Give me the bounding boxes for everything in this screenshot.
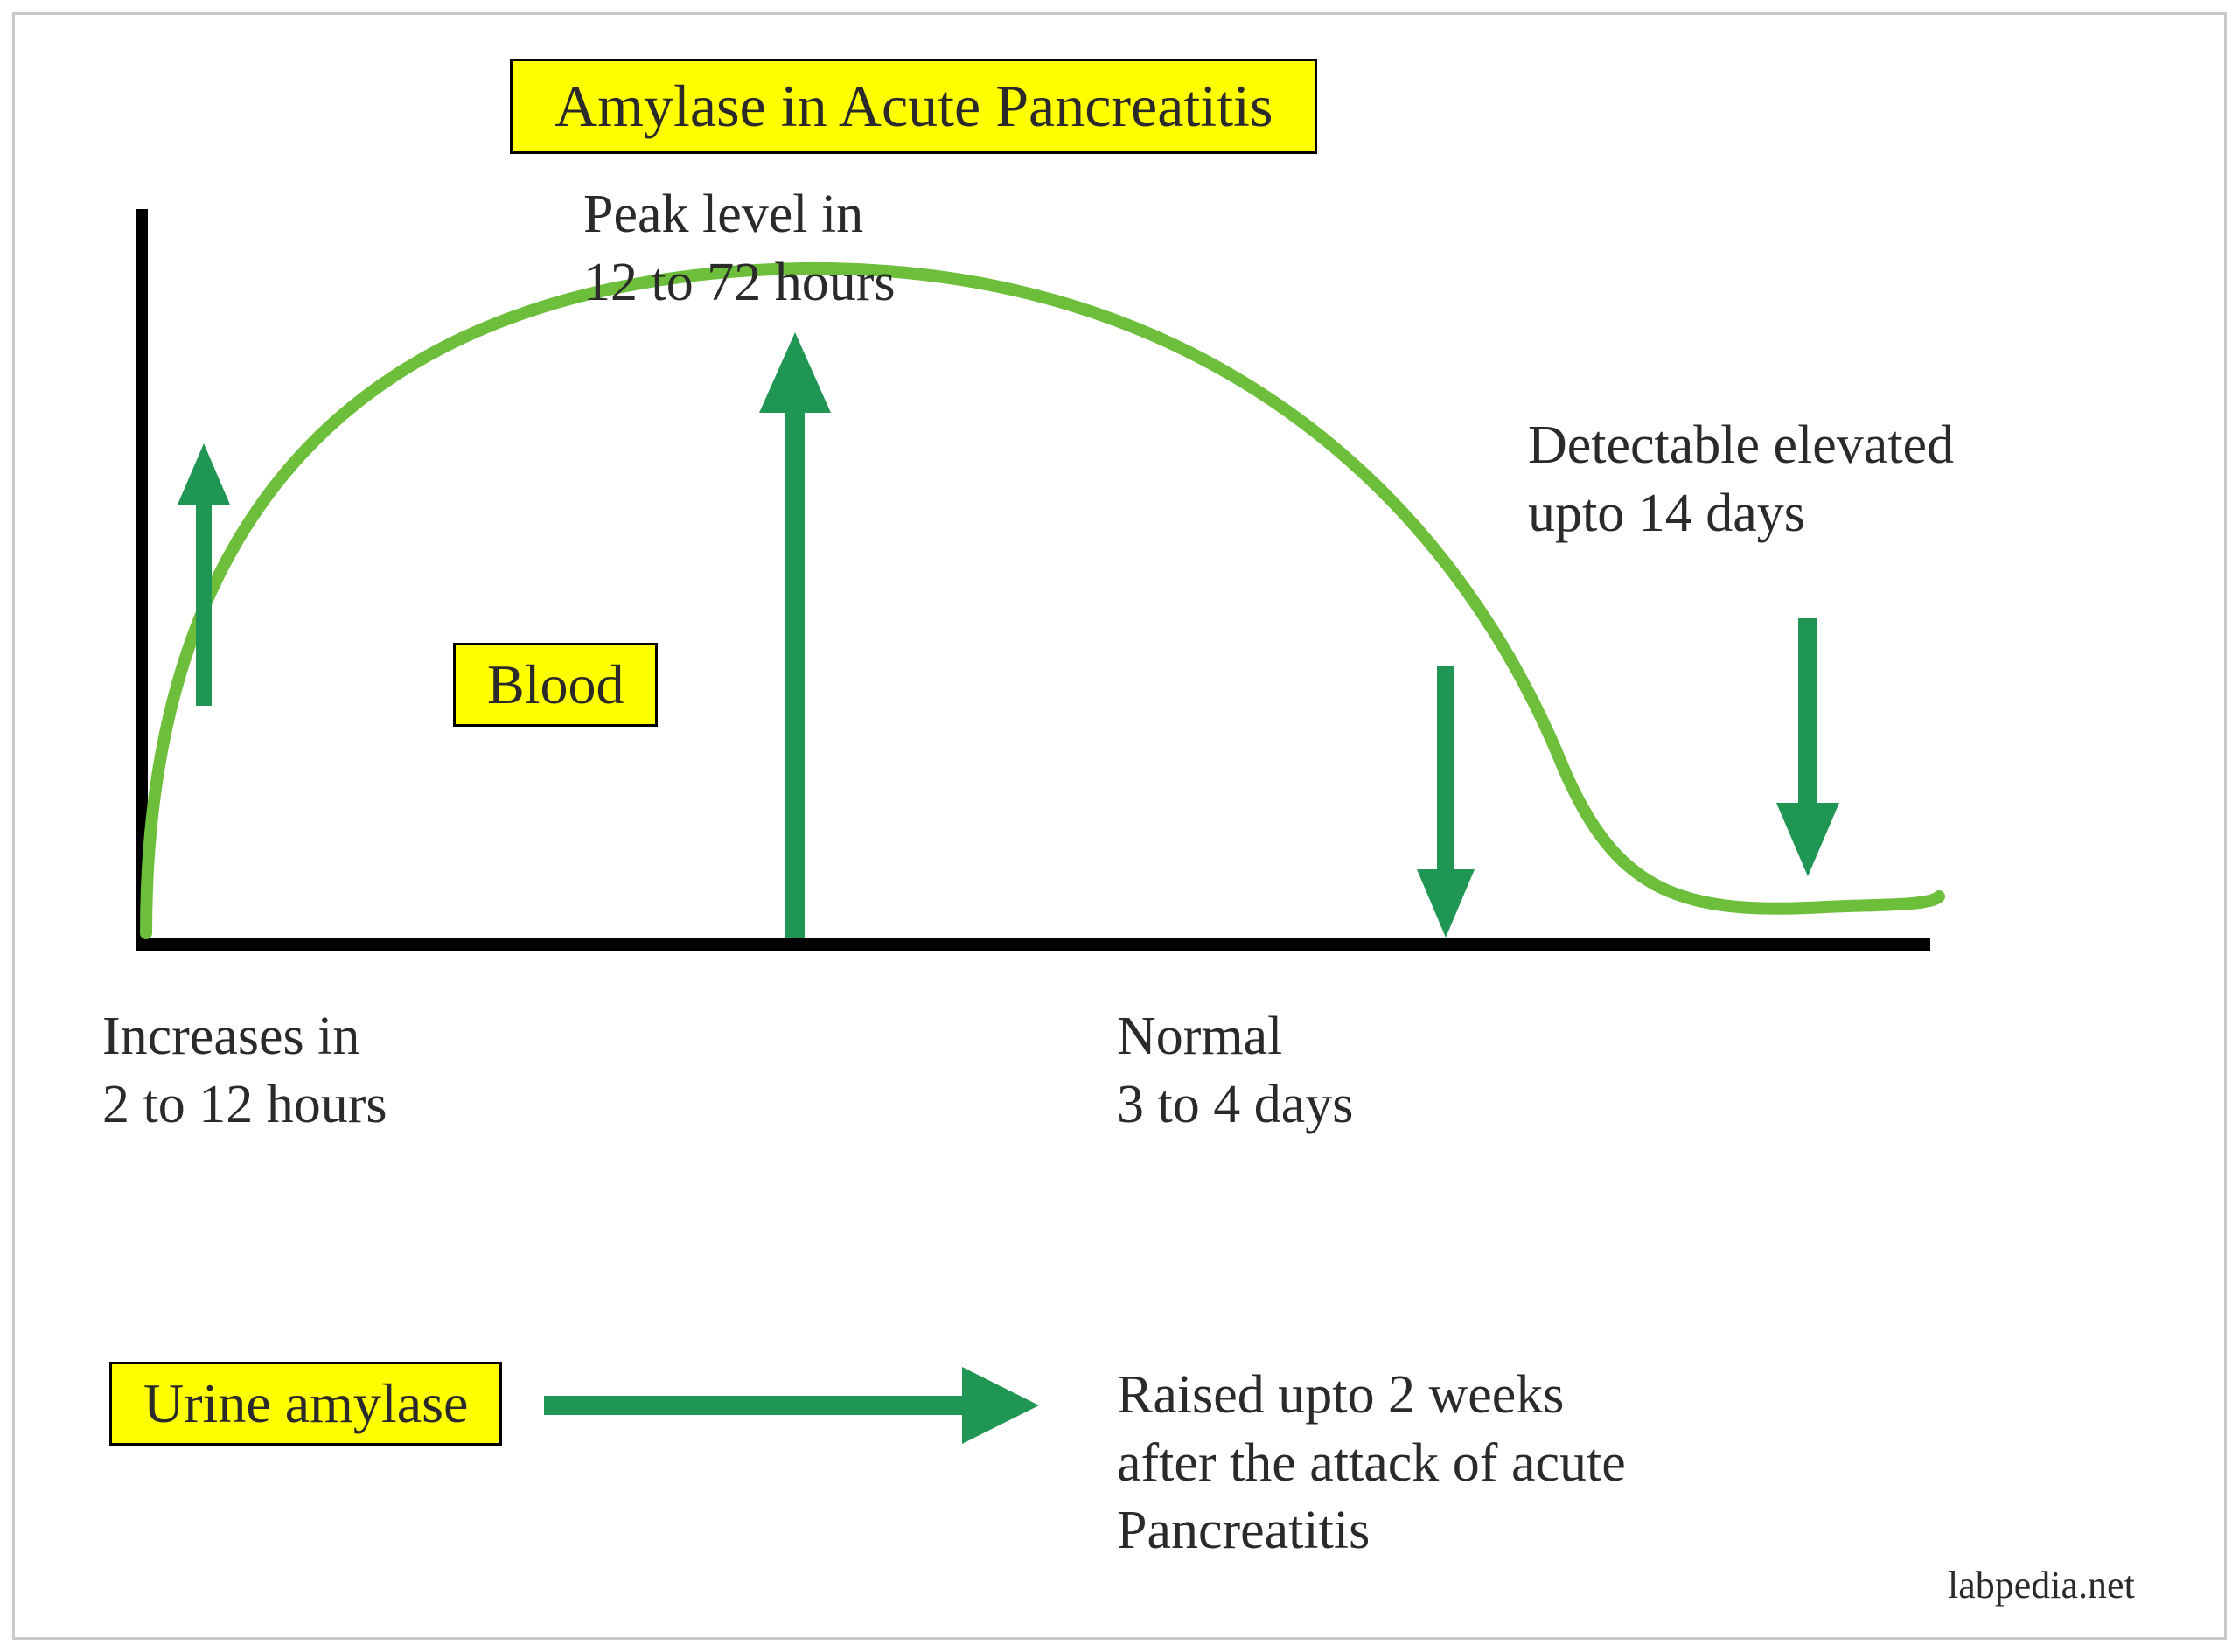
blood-box: Blood (453, 643, 658, 727)
urine-label: Raised upto 2 weeks after the attack of … (1117, 1362, 1626, 1565)
increases-label-line2: 2 to 12 hours (102, 1075, 387, 1134)
normal-arrow (1417, 666, 1475, 938)
detectable-arrow (1776, 618, 1839, 876)
detectable-label-line1: Detectable elevated (1528, 415, 1954, 475)
rise-arrow (178, 443, 230, 706)
urine-box: Urine amylase (109, 1362, 502, 1446)
urine-label-line2: after the attack of acute (1117, 1433, 1626, 1493)
peak-label-line2: 12 to 72 hours (583, 253, 896, 312)
normal-label: Normal 3 to 4 days (1117, 1003, 1353, 1139)
normal-label-line1: Normal (1117, 1007, 1282, 1066)
peak-label: Peak level in 12 to 72 hours (583, 181, 896, 317)
increases-label-line1: Increases in (102, 1007, 359, 1066)
peak-arrow (759, 332, 831, 938)
diagram-canvas: Amylase in Acute Pancreatitis (12, 12, 2227, 1640)
detectable-label-line2: upto 14 days (1528, 484, 1805, 543)
urine-arrow (544, 1367, 1039, 1444)
urine-label-line3: Pancreatitis (1117, 1501, 1370, 1560)
detectable-label: Detectable elevated upto 14 days (1528, 412, 1954, 547)
increases-label: Increases in 2 to 12 hours (102, 1003, 387, 1139)
normal-label-line2: 3 to 4 days (1117, 1075, 1353, 1134)
peak-label-line1: Peak level in (583, 185, 863, 244)
watermark: labpedia.net (1948, 1563, 2135, 1607)
urine-label-line1: Raised upto 2 weeks (1117, 1365, 1564, 1425)
